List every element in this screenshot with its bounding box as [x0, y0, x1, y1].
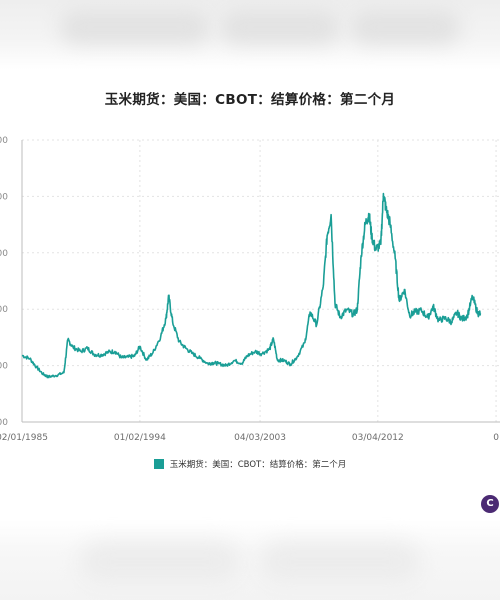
y-tick-label: 000	[0, 305, 8, 315]
x-tick-label: 03/04/2012	[352, 433, 404, 443]
x-tick-label: 0	[493, 433, 499, 443]
y-tick-label: 000	[0, 249, 8, 259]
chart-title: 玉米期货：美国：CBOT：结算价格：第二个月	[104, 92, 396, 108]
y-tick-labels: 000 000 000 000 000 000	[0, 136, 8, 428]
y-tick-label: 000	[0, 362, 8, 372]
blurred-top-background	[0, 0, 500, 70]
brand-logo-badge: C	[481, 495, 499, 513]
x-tick-label: 02/01/1985	[0, 433, 48, 443]
legend-label: 玉米期货：美国：CBOT：结算价格：第二个月	[169, 460, 347, 470]
blurred-bottom-background	[0, 520, 500, 600]
x-tick-label: 04/03/2003	[234, 433, 286, 443]
y-tick-label: 000	[0, 192, 8, 202]
y-tick-label: 000	[0, 418, 8, 428]
series-lines	[21, 192, 482, 379]
chart-legend[interactable]: 玉米期货：美国：CBOT：结算价格：第二个月	[0, 458, 500, 470]
x-tick-labels: 02/01/1985 01/02/1994 04/03/2003 03/04/2012…	[0, 433, 499, 443]
gridlines	[21, 139, 500, 423]
axes	[21, 140, 500, 423]
legend-swatch	[153, 459, 164, 469]
y-tick-label: 000	[0, 136, 8, 146]
x-tick-label: 01/02/1994	[114, 433, 166, 443]
series-line	[21, 192, 482, 379]
